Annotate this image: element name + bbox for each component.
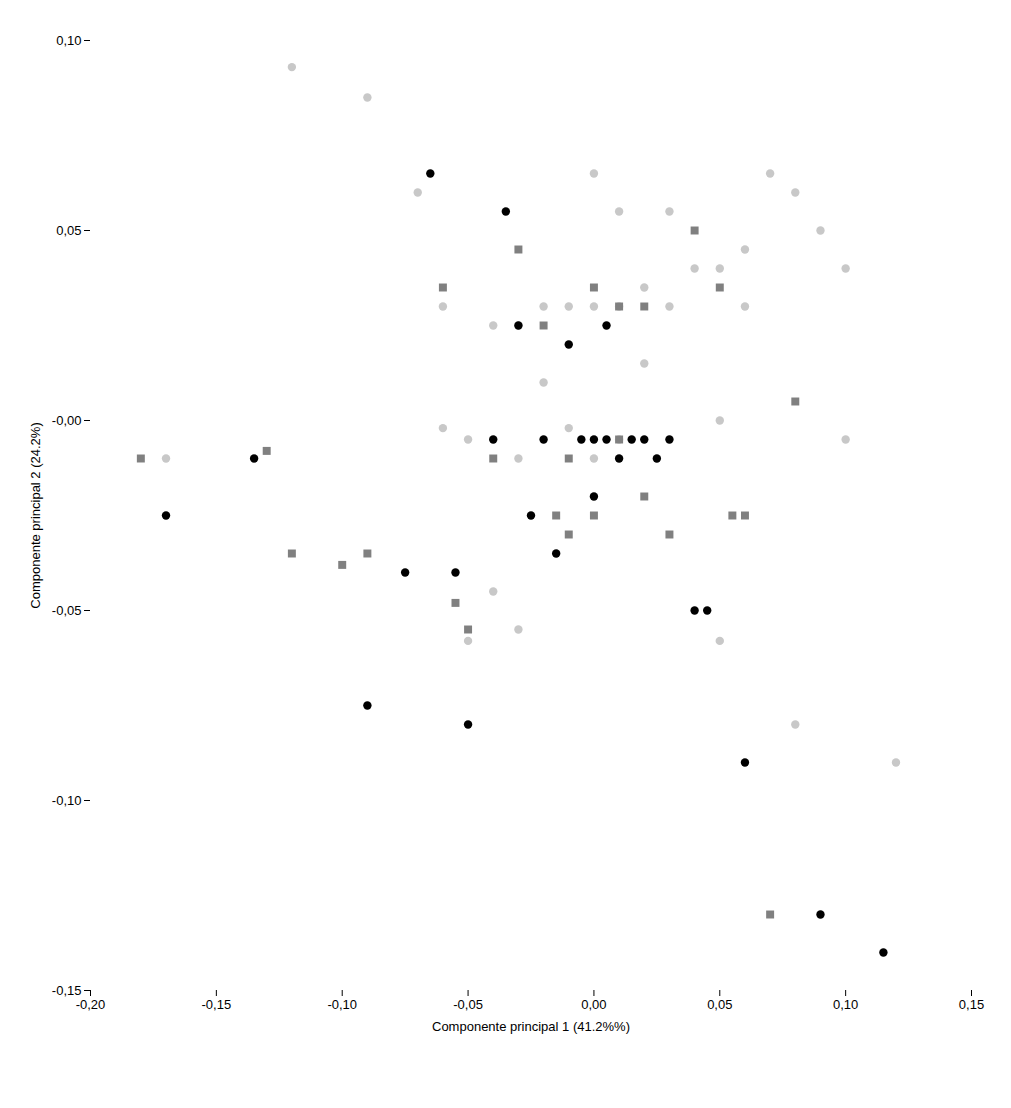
svg-text:0,00: 0,00 [581,997,606,1012]
svg-text:-0,00: -0,00 [52,413,82,428]
svg-text:-0,10: -0,10 [327,997,357,1012]
svg-text:Componente principal 1 (41.2%%: Componente principal 1 (41.2%%) [432,1019,630,1034]
svg-text:-0,10: -0,10 [52,793,82,808]
svg-text:0,10: 0,10 [56,33,81,48]
svg-text:0,10: 0,10 [833,997,858,1012]
svg-text:0,15: 0,15 [959,997,984,1012]
svg-text:0,05: 0,05 [56,223,81,238]
svg-text:-0,05: -0,05 [52,603,82,618]
svg-text:-0,15: -0,15 [52,983,82,998]
svg-text:0,05: 0,05 [707,997,732,1012]
svg-text:-0,15: -0,15 [202,997,232,1012]
svg-text:-0,20: -0,20 [76,997,106,1012]
svg-text:-0,05: -0,05 [453,997,483,1012]
svg-text:Componente principal 2 (24.2%): Componente principal 2 (24.2%) [28,422,43,608]
